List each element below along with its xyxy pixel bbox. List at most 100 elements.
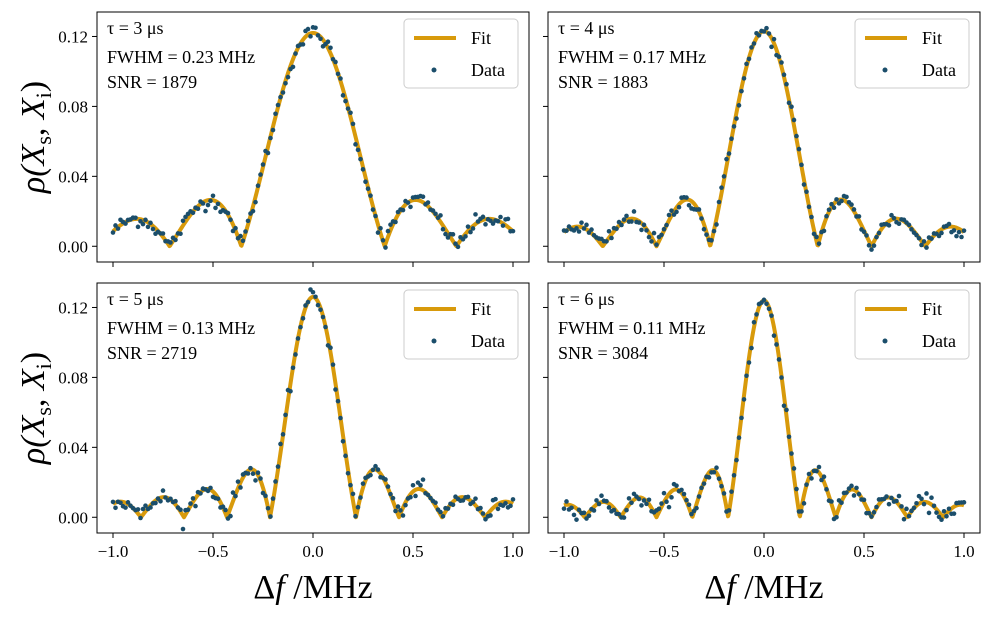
data-point — [641, 222, 647, 228]
data-point — [258, 172, 263, 177]
data-point — [921, 501, 927, 507]
data-point — [503, 500, 508, 506]
data-point — [646, 234, 652, 240]
data-point — [375, 230, 381, 235]
xlabel-unit: /MHz — [285, 569, 373, 606]
data-point — [473, 212, 478, 217]
data-point — [921, 239, 927, 244]
data-point — [674, 483, 679, 488]
data-point — [669, 495, 674, 500]
y-tick-label: 0.12 — [58, 298, 88, 317]
data-point — [771, 333, 777, 338]
x-tick-label: 1.0 — [502, 542, 523, 561]
data-point — [343, 453, 348, 459]
data-point — [749, 345, 754, 351]
data-point — [604, 239, 609, 244]
ylabel-comma: , — [15, 390, 52, 407]
legend-data-swatch — [431, 338, 437, 344]
data-point — [200, 201, 206, 206]
data-point — [430, 208, 436, 213]
data-point — [701, 481, 707, 486]
data-point — [816, 464, 822, 470]
data-point — [140, 221, 146, 227]
data-point — [584, 222, 589, 228]
data-point — [468, 229, 473, 235]
data-point — [786, 434, 792, 440]
data-point — [370, 467, 376, 473]
data-point — [734, 457, 739, 463]
data-point — [228, 217, 233, 223]
data-point — [814, 468, 819, 474]
data-point — [510, 228, 516, 234]
data-point — [245, 218, 251, 224]
data-point — [260, 162, 266, 167]
data-point — [714, 222, 719, 227]
data-point — [794, 486, 799, 492]
data-point — [861, 229, 867, 234]
data-point — [876, 230, 882, 236]
data-point — [849, 483, 854, 489]
data-point — [864, 233, 869, 238]
data-point — [906, 222, 912, 228]
data-point — [340, 439, 346, 444]
data-point — [779, 375, 784, 380]
data-point — [483, 222, 488, 227]
data-point — [719, 483, 724, 489]
legend-data-swatch — [431, 67, 437, 73]
fwhm-annotation: FWHM = 0.13 MHz — [107, 318, 255, 338]
data-point — [924, 245, 929, 250]
data-point — [829, 201, 834, 207]
data-point — [395, 504, 401, 509]
data-point — [440, 513, 446, 519]
data-point — [125, 500, 131, 505]
data-point — [851, 493, 857, 498]
data-point — [323, 324, 328, 330]
data-point — [133, 215, 138, 221]
data-point — [350, 491, 356, 497]
data-point — [669, 208, 674, 213]
data-point — [659, 501, 664, 506]
data-point — [190, 210, 196, 216]
data-point — [495, 506, 501, 512]
data-point — [393, 219, 398, 225]
data-point — [228, 513, 233, 519]
data-point — [861, 497, 867, 503]
data-point — [689, 511, 694, 517]
data-point — [896, 493, 902, 499]
data-point — [245, 471, 251, 476]
data-point — [946, 221, 952, 227]
data-point — [213, 205, 218, 211]
data-point — [789, 451, 794, 456]
data-point — [208, 198, 213, 204]
data-point — [901, 516, 907, 522]
data-point — [766, 31, 772, 36]
data-point — [135, 507, 141, 512]
data-point — [769, 44, 774, 50]
x-axis-label: Δf /MHz — [253, 569, 372, 606]
y-axis-label: ρ(Xs, Xi) — [15, 352, 56, 465]
data-point — [123, 505, 128, 510]
data-point — [954, 233, 959, 239]
data-point — [761, 29, 767, 34]
data-point — [190, 496, 196, 501]
x-tick-label: −0.5 — [198, 542, 229, 561]
data-point — [233, 493, 238, 499]
data-point — [866, 243, 872, 248]
data-point — [328, 345, 333, 351]
data-point — [298, 324, 303, 330]
xlabel-delta: Δ — [253, 569, 275, 606]
data-point — [333, 387, 338, 392]
data-point — [355, 147, 361, 153]
data-point — [769, 313, 774, 318]
data-point — [874, 234, 879, 240]
data-point — [951, 228, 957, 233]
data-point — [716, 199, 722, 205]
data-point — [308, 34, 313, 39]
data-point — [589, 227, 594, 232]
xlabel-delta: Δ — [704, 569, 726, 606]
data-point — [148, 505, 153, 510]
data-point — [886, 501, 892, 507]
data-point — [749, 45, 754, 50]
data-point — [215, 201, 221, 207]
data-point — [711, 228, 717, 234]
